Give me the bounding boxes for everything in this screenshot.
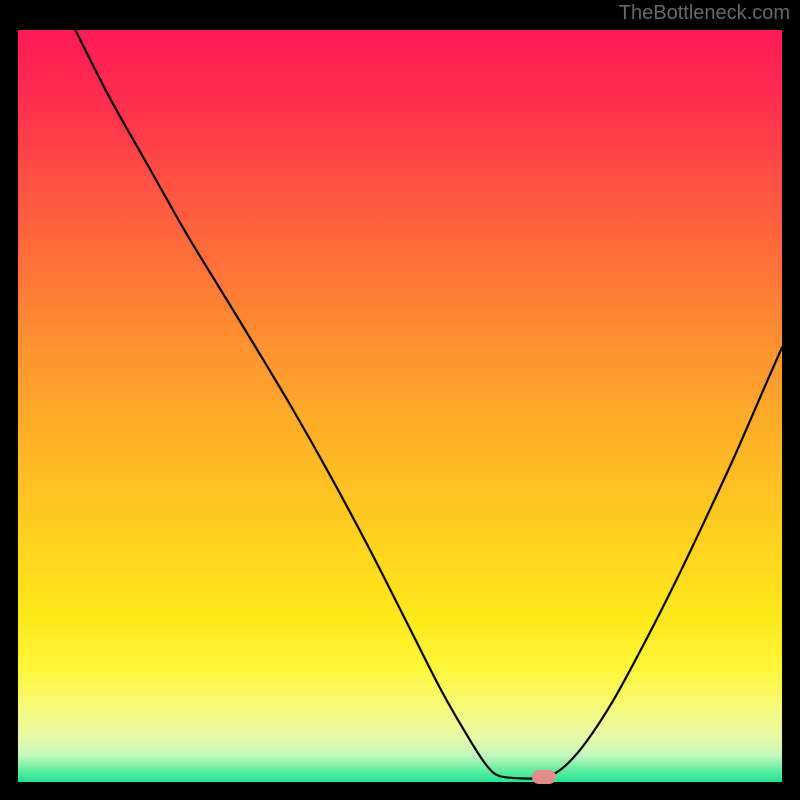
plot-area [18,30,782,782]
chart-container: TheBottleneck.com [0,0,800,800]
watermark-text: TheBottleneck.com [619,2,790,25]
bottleneck-curve [18,30,782,782]
optimal-point-marker [532,770,556,784]
